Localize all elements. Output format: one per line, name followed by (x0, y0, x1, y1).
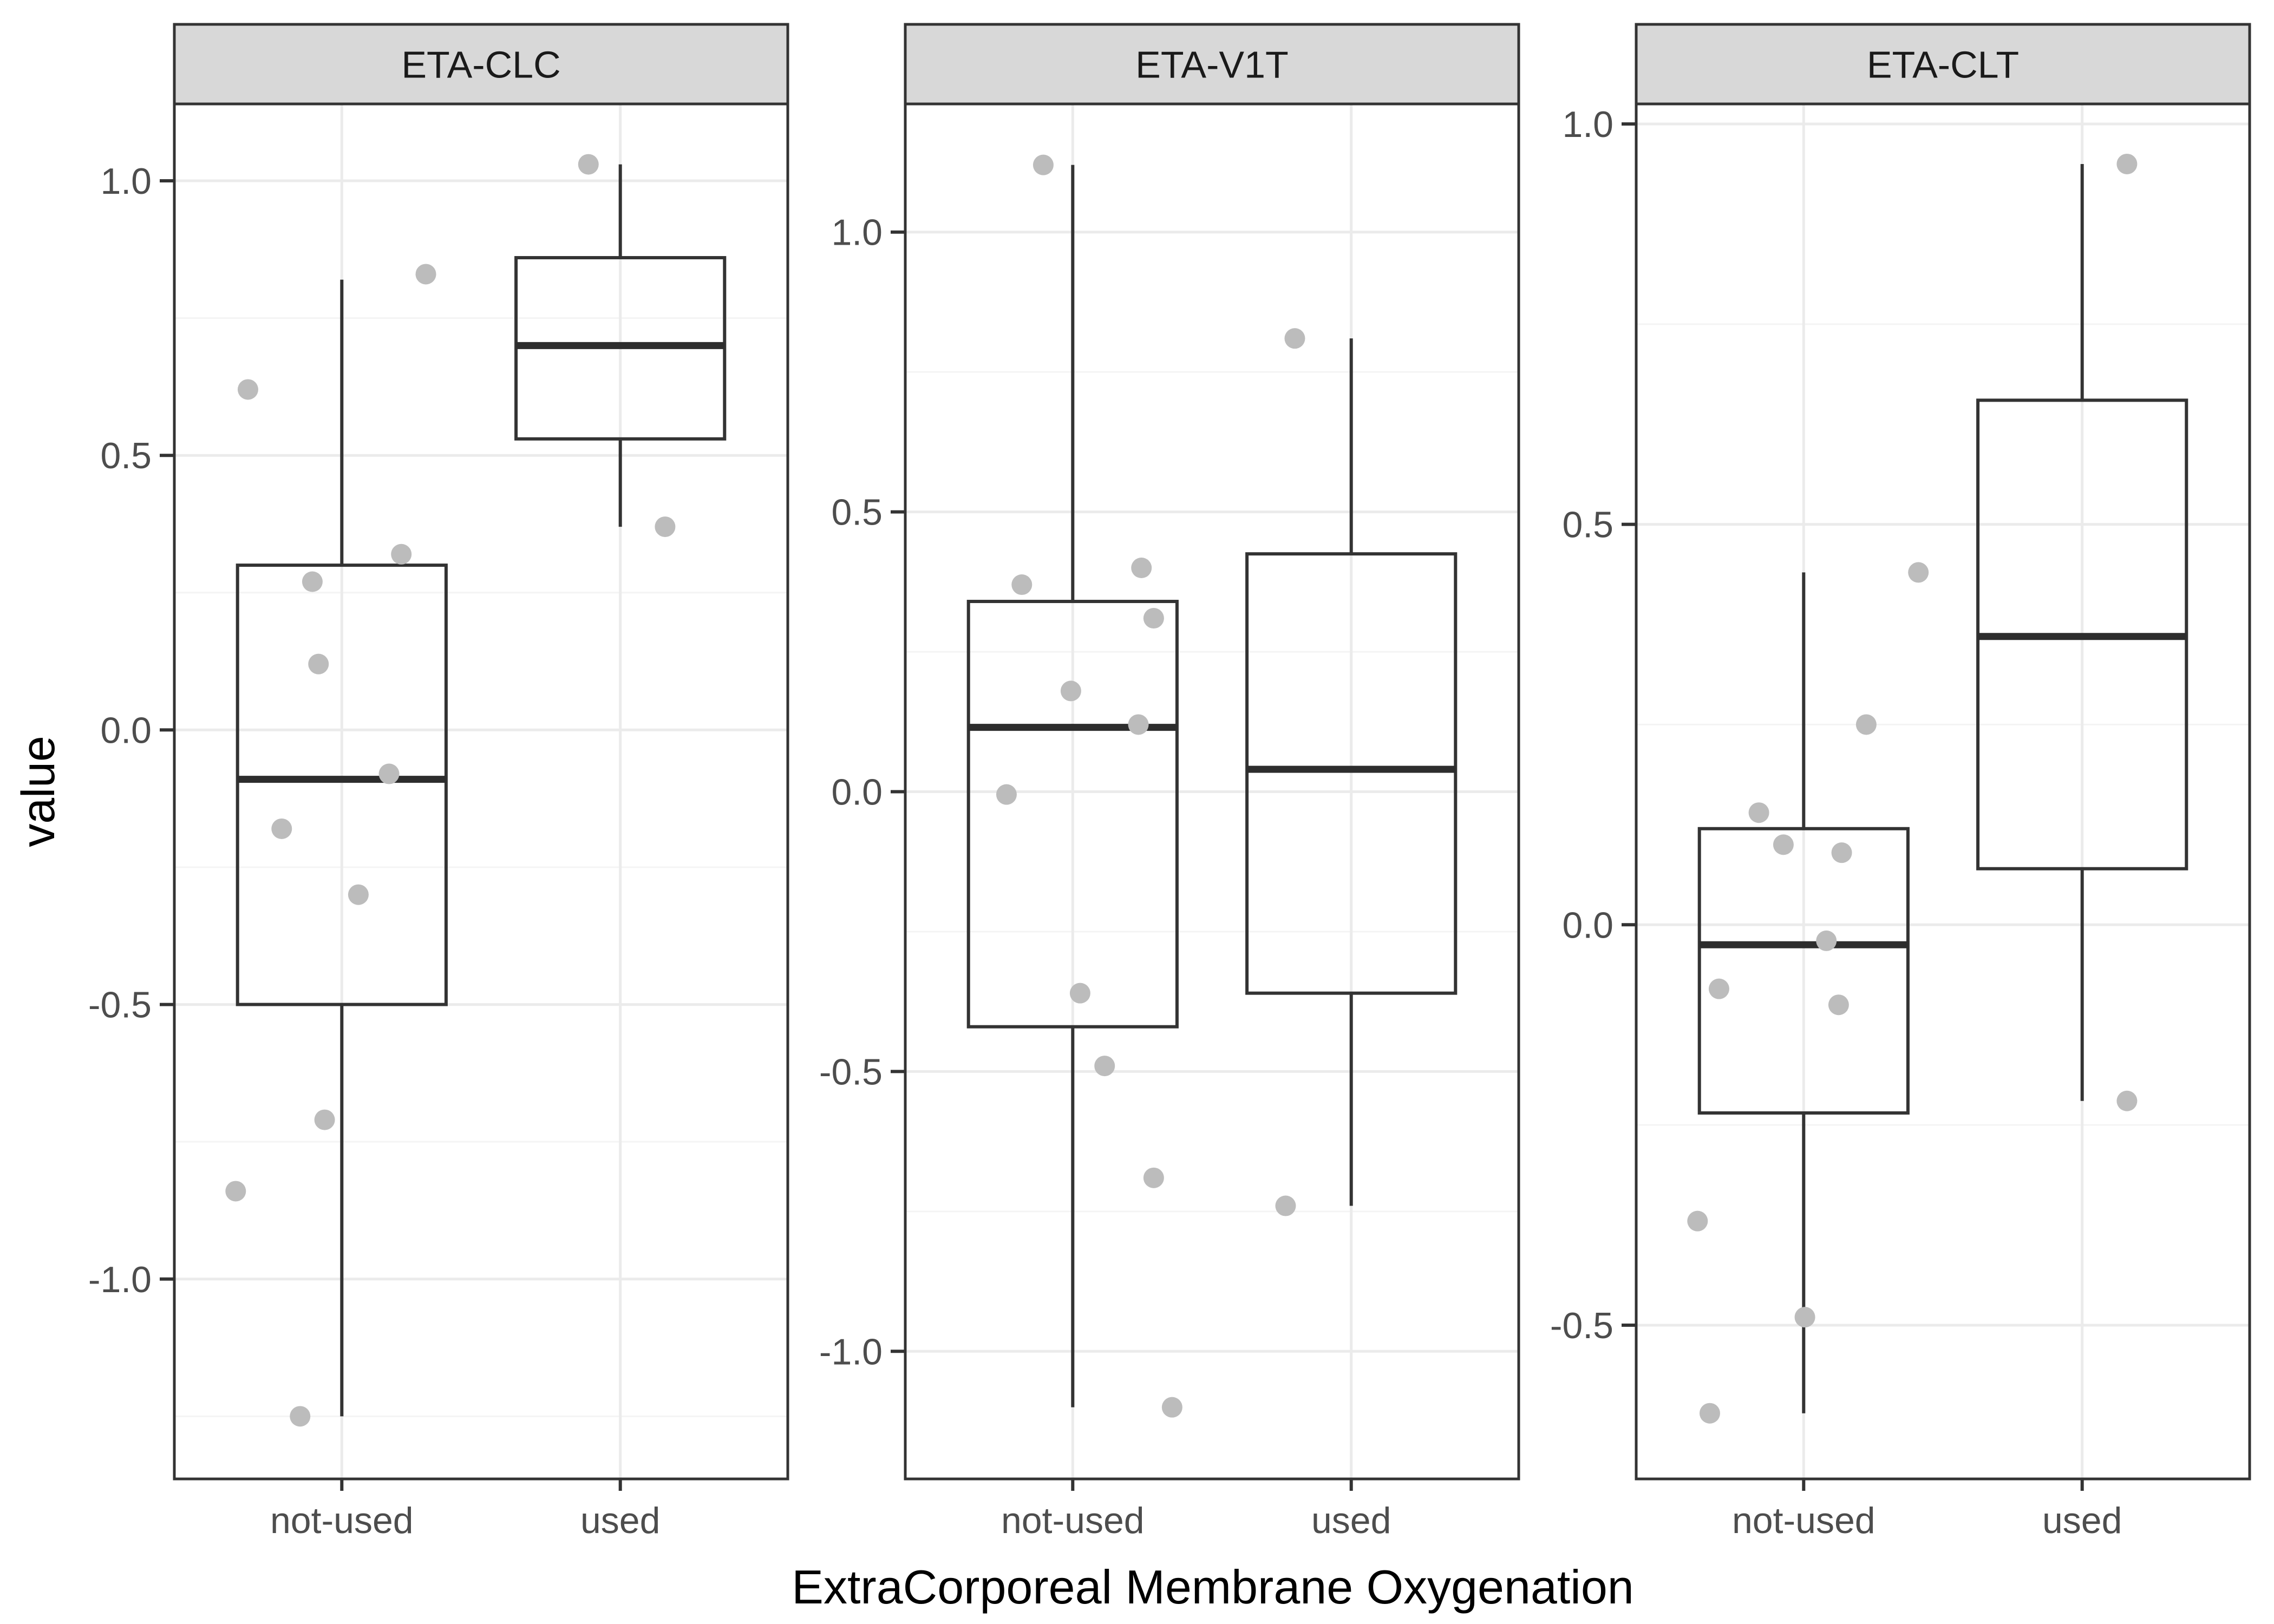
data-point (1908, 562, 1929, 583)
y-tick-label: 0.5 (831, 492, 883, 533)
data-point (1275, 1195, 1296, 1216)
y-tick-label: -0.5 (1550, 1305, 1613, 1346)
data-point (391, 543, 412, 565)
facet-strip (173, 23, 789, 106)
data-point (1855, 714, 1877, 735)
y-tick-label: -0.5 (819, 1051, 883, 1092)
panel-background (1636, 104, 2250, 1479)
facet-title: ETA-CLC (401, 44, 560, 86)
box-iqr (1697, 827, 1910, 1115)
data-point (314, 1109, 335, 1130)
data-point (1794, 1307, 1815, 1328)
y-tick-label: 1.0 (100, 161, 152, 202)
data-point (1831, 842, 1852, 863)
facet-strip (904, 23, 1520, 106)
x-category-label: not-used (1732, 1500, 1876, 1541)
data-point (1143, 1167, 1164, 1188)
data-point (1060, 680, 1081, 702)
x-category-label: used (580, 1500, 660, 1541)
data-point (1069, 983, 1090, 1004)
data-point (1131, 558, 1152, 579)
data-point (2116, 1090, 2138, 1111)
panel-background (174, 104, 788, 1479)
data-point (1284, 328, 1305, 349)
data-point (271, 818, 292, 839)
y-tick-label: 0.0 (1562, 905, 1613, 946)
box-iqr (236, 564, 448, 1006)
data-point (1699, 1403, 1720, 1424)
x-category-label: used (2042, 1500, 2122, 1541)
facet-title: ETA-V1T (1135, 44, 1289, 86)
data-point (378, 763, 400, 784)
y-tick-label: -1.0 (819, 1331, 883, 1372)
y-tick-label: 0.0 (100, 710, 152, 751)
data-point (1816, 930, 1837, 951)
box-iqr (1245, 552, 1458, 995)
x-category-label: not-used (270, 1500, 414, 1541)
data-point (1828, 994, 1849, 1016)
facet-ETA-V1T: not-used used 1.0 0.5 0.0 -0.5 -1.0 ETA-V1T (819, 23, 1520, 1541)
data-point (348, 884, 369, 905)
x-category-label: used (1311, 1500, 1391, 1541)
y-tick-label: 1.0 (831, 212, 883, 253)
facet-title: ETA-CLT (1867, 44, 2019, 86)
y-tick-label: 0.5 (100, 435, 152, 476)
data-point (1773, 834, 1794, 855)
y-tick-label: 0.0 (831, 772, 883, 813)
panels-layer: not-used used1.00.50.0-0.5-1.0ETA-CLCnot-… (88, 23, 2251, 1541)
data-point (1708, 978, 1729, 999)
y-tick-label: -0.5 (88, 985, 152, 1026)
data-point (1161, 1397, 1182, 1418)
data-point (290, 1406, 311, 1427)
data-point (302, 571, 323, 592)
y-tick-label: -1.0 (88, 1259, 152, 1300)
data-point (1748, 802, 1769, 823)
data-point (308, 653, 329, 675)
y-axis-title: value (12, 736, 64, 847)
data-point (578, 154, 599, 175)
data-point (225, 1181, 246, 1202)
data-point (1143, 608, 1164, 629)
data-point (415, 264, 436, 285)
data-point (1687, 1210, 1708, 1232)
facet-ETA-CLT: not-used used 1.0 0.5 0.0 -0.5 ETA-CLT (1550, 23, 2251, 1541)
y-tick-label: 1.0 (1562, 104, 1613, 145)
x-axis-title: ExtraCorporeal Membrane Oxygenation (792, 1560, 1633, 1614)
x-category-label: not-used (1001, 1500, 1145, 1541)
data-point (1128, 714, 1149, 735)
facet-strip (1635, 23, 2251, 106)
data-point (996, 784, 1017, 805)
data-point (1033, 154, 1054, 175)
data-point (1094, 1056, 1115, 1077)
y-tick-label: 0.5 (1562, 505, 1613, 546)
facet-ETA-CLC: not-used used 1.0 0.5 0.0 -0.5 -1.0 ETA-CLC (88, 23, 789, 1541)
data-point (655, 516, 676, 538)
data-point (1011, 574, 1033, 595)
data-point (237, 379, 258, 400)
data-point (2116, 153, 2138, 174)
box-iqr (966, 600, 1179, 1029)
